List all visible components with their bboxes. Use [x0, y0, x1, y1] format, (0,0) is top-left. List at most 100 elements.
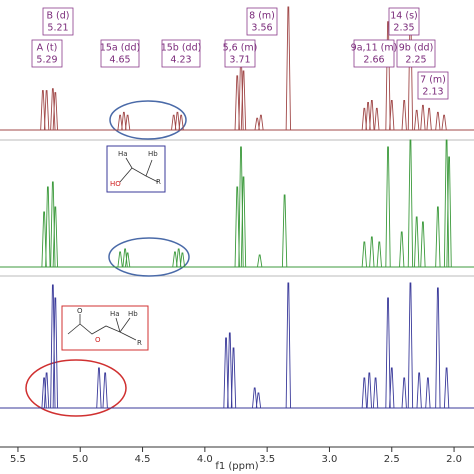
- peak: [369, 100, 375, 131]
- peak: [281, 194, 288, 268]
- highlight-ellipse: [109, 100, 187, 140]
- annotation-text: 9b (dd): [399, 43, 434, 54]
- annotation-text: 2.25: [405, 55, 426, 66]
- structure-label: Hb: [148, 150, 158, 158]
- peak: [41, 211, 47, 268]
- annotation-text: A (t): [37, 43, 58, 54]
- annotation-text: 2.35: [393, 23, 414, 34]
- peak: [234, 186, 240, 268]
- structure-label: R: [137, 339, 142, 347]
- peak: [258, 114, 264, 131]
- peak: [420, 104, 426, 131]
- structure-2: O O Ha Hb R: [61, 305, 149, 351]
- structure-label: O: [95, 336, 101, 344]
- peak-annotation: A (t)5.29: [31, 39, 63, 68]
- annotation-text: 3.71: [229, 55, 250, 66]
- peak: [443, 367, 450, 409]
- peak: [96, 367, 102, 409]
- peak: [425, 377, 431, 409]
- annotation-text: 5.21: [47, 23, 68, 34]
- x-tick-label: 2.0: [446, 454, 462, 465]
- peak: [407, 139, 414, 268]
- peak: [43, 372, 50, 409]
- annotation-box: [246, 7, 278, 36]
- peak: [361, 377, 367, 409]
- annotation-text: 4.23: [170, 55, 191, 66]
- peak: [102, 372, 108, 409]
- peak: [252, 387, 258, 409]
- annotation-text: 9a,11 (m): [351, 43, 398, 54]
- peak: [254, 117, 260, 131]
- peak: [416, 372, 422, 409]
- bonds: [67, 314, 137, 341]
- annotation-text: B (d): [47, 11, 70, 22]
- peak: [414, 109, 420, 131]
- peak: [399, 231, 405, 268]
- peak-annotation: 7 (m)2.13: [417, 71, 449, 100]
- peak: [420, 221, 426, 268]
- peak: [361, 241, 367, 268]
- peak: [234, 75, 240, 131]
- annotation-box: [42, 7, 74, 36]
- annotation-text: 7 (m): [420, 75, 446, 86]
- structure-label: Hb: [128, 310, 138, 318]
- peak: [171, 114, 177, 131]
- x-tick-label: 3.0: [322, 454, 338, 465]
- annotation-text: 5,6 (m): [223, 43, 258, 54]
- annotation-text: 5.29: [36, 55, 57, 66]
- highlight-ellipse: [25, 359, 127, 417]
- peak: [124, 252, 131, 268]
- peak: [176, 248, 182, 268]
- structure-label: R: [156, 178, 161, 186]
- structure-label: Ha: [118, 150, 128, 158]
- annotation-box: [224, 39, 256, 68]
- x-tick-label: 3.5: [259, 454, 275, 465]
- peak: [43, 90, 50, 131]
- structure-label: Ha: [110, 310, 120, 318]
- peak: [365, 101, 371, 131]
- annotation-text: 15b (dd): [161, 43, 202, 54]
- peak: [361, 107, 367, 131]
- peak: [426, 107, 432, 131]
- annotation-text: 2.66: [363, 55, 384, 66]
- structure-box: [61, 305, 149, 351]
- peak: [121, 111, 127, 131]
- peak-annotation: 15a (dd)4.65: [100, 39, 140, 68]
- annotation-text: 3.56: [251, 23, 272, 34]
- annotation-text: 14 (s): [390, 11, 417, 22]
- peak: [407, 282, 414, 409]
- peak-annotation: B (d)5.21: [42, 7, 74, 36]
- annotation-box: [417, 71, 449, 100]
- peak: [435, 287, 441, 409]
- annotation-box: [353, 39, 395, 68]
- peak: [385, 146, 391, 268]
- peak: [435, 206, 441, 268]
- peak: [124, 114, 131, 131]
- peak: [369, 236, 375, 268]
- peak-annotation: 15b (dd)4.23: [161, 39, 202, 68]
- peak: [446, 156, 452, 268]
- peak-annotation: 5,6 (m)3.71: [223, 39, 258, 68]
- peak: [178, 114, 184, 131]
- peak: [441, 114, 447, 131]
- peak: [435, 111, 441, 131]
- x-tick-label: 2.5: [384, 454, 400, 465]
- peak: [45, 186, 51, 268]
- peak: [223, 337, 229, 409]
- annotation-text: 15a (dd): [100, 43, 140, 54]
- peak-annotation: 14 (s)2.35: [388, 7, 420, 36]
- peak-annotation: 9a,11 (m)2.66: [351, 39, 398, 68]
- peak: [414, 216, 420, 268]
- peak: [385, 297, 391, 409]
- peak: [285, 6, 291, 131]
- peak: [385, 21, 391, 131]
- highlight-ellipse: [108, 237, 190, 277]
- x-tick-label: 4.5: [135, 454, 151, 465]
- peak: [255, 392, 262, 409]
- bonds: [119, 157, 159, 183]
- peak: [40, 90, 46, 131]
- annotation-box: [388, 7, 420, 36]
- peak: [230, 347, 237, 409]
